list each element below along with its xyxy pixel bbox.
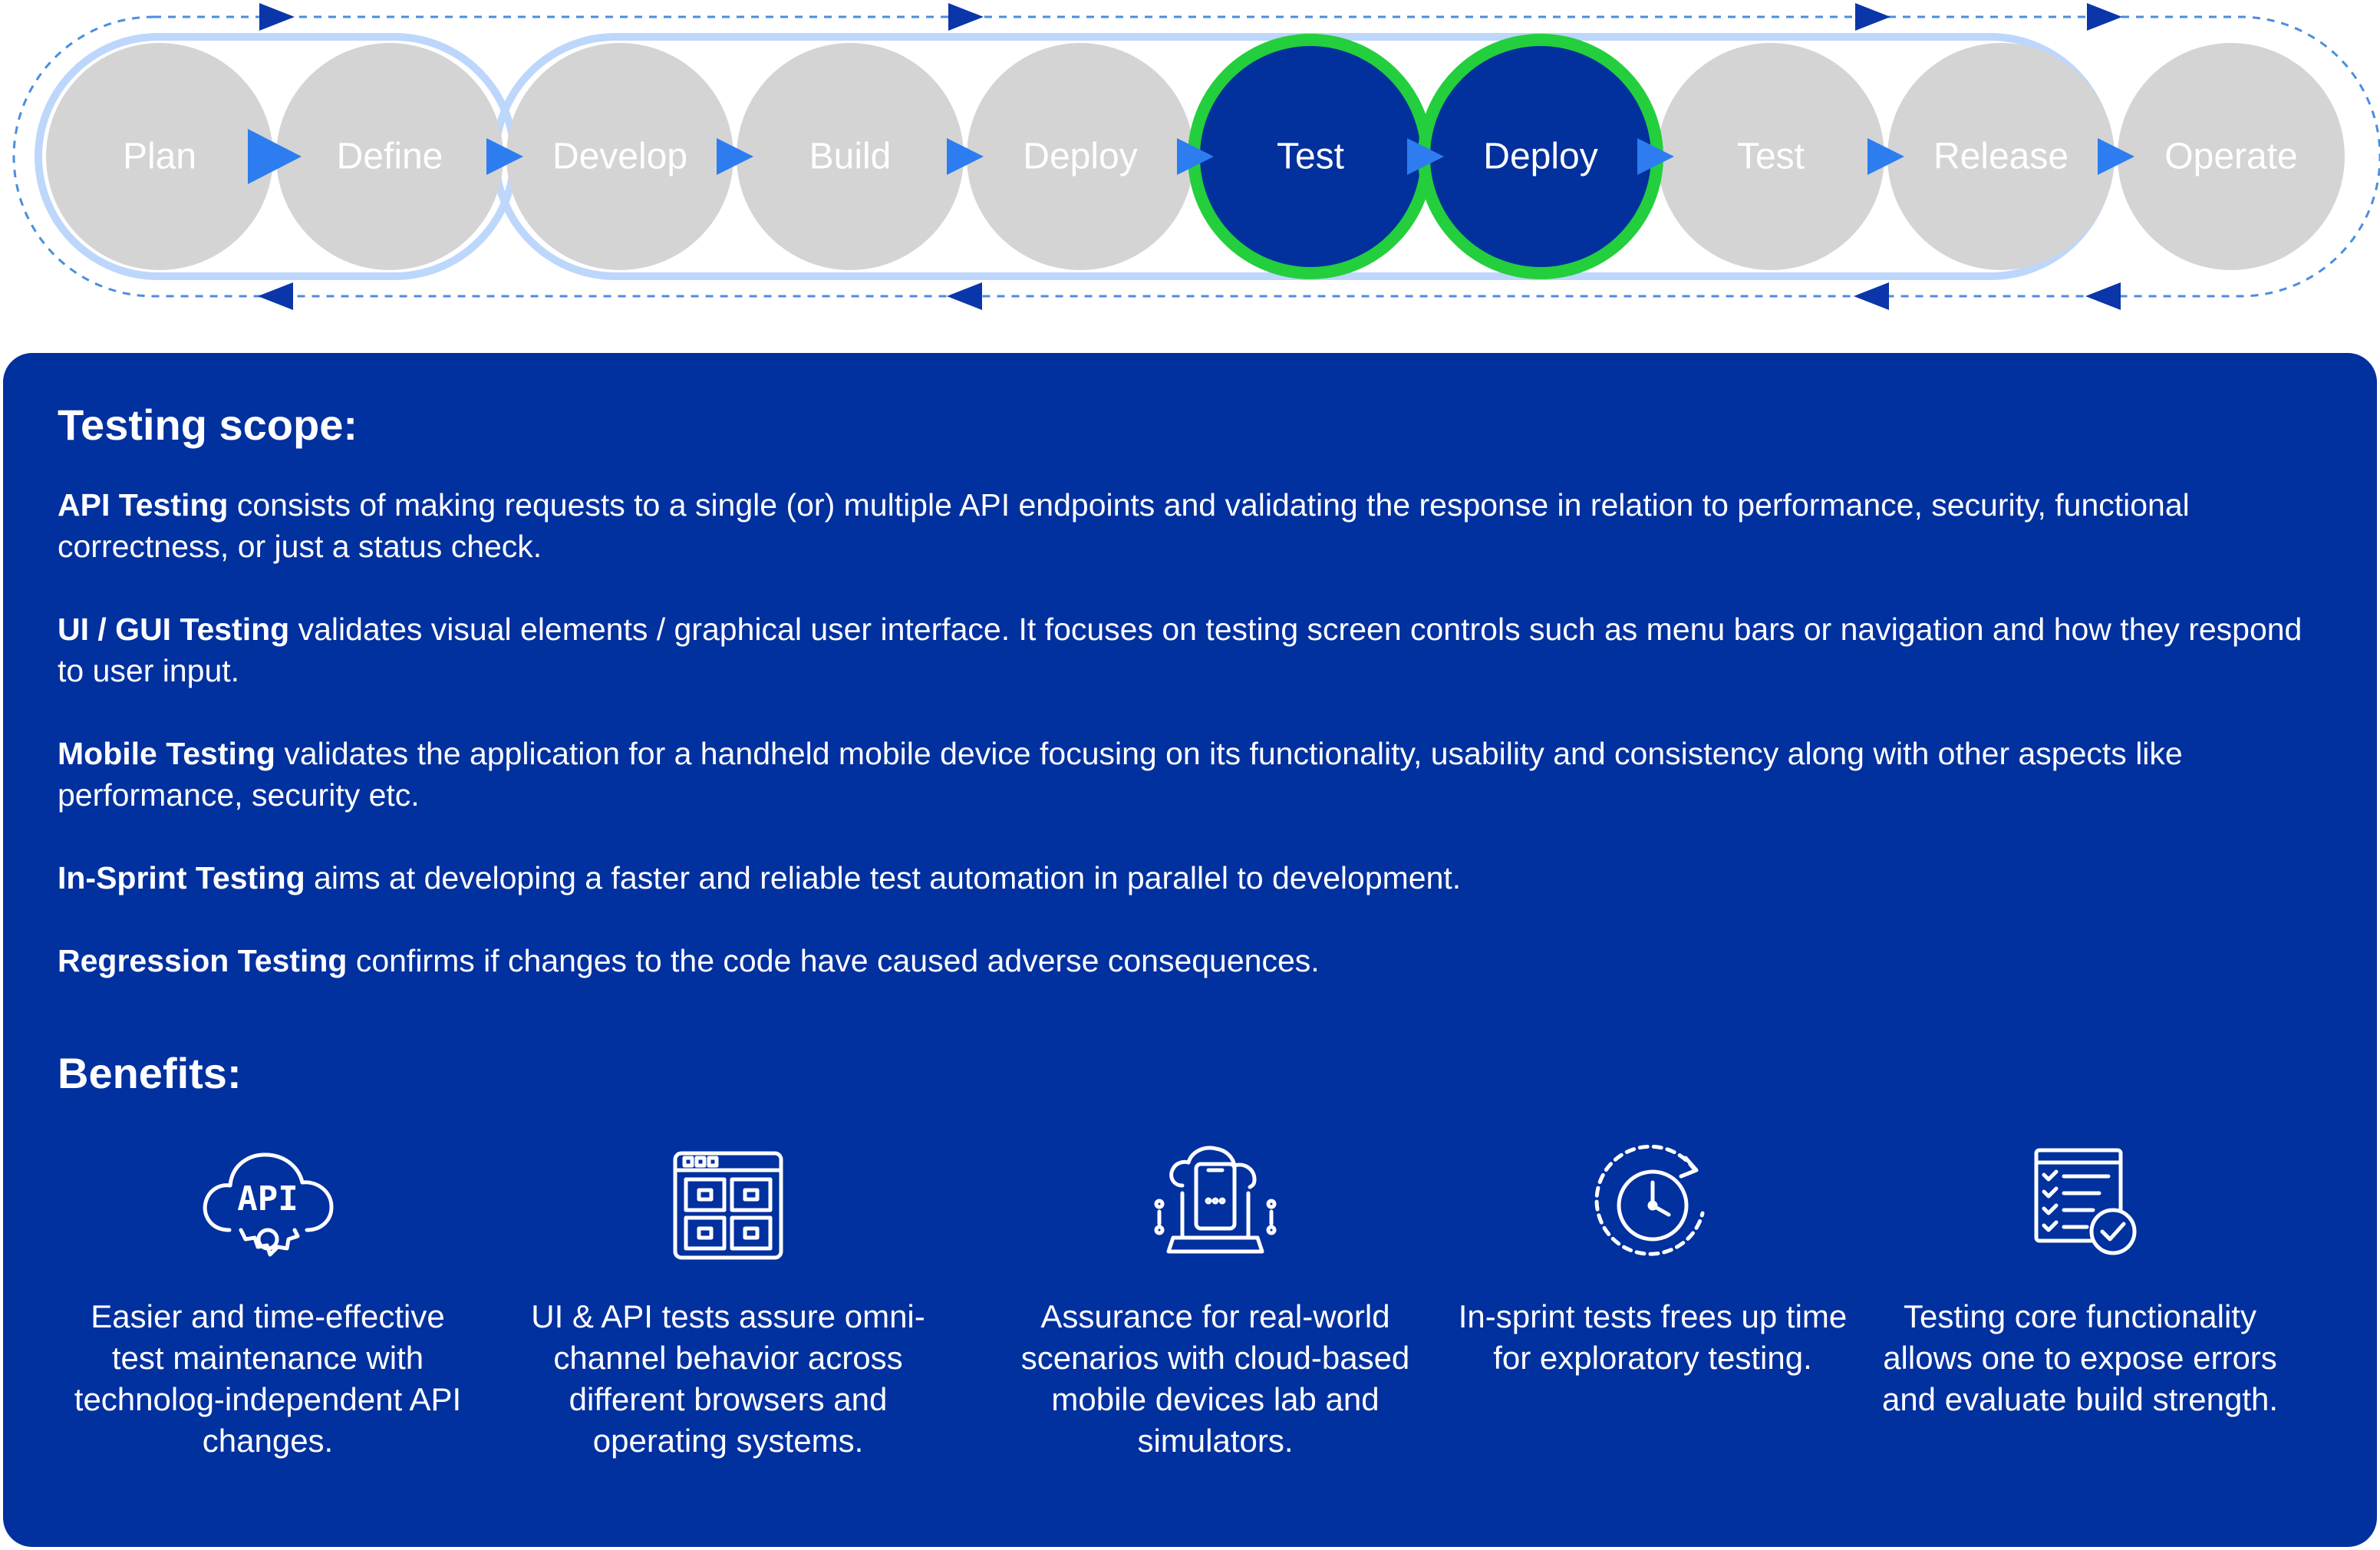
stage-test: Test [1188, 34, 1433, 279]
loop-arrow-right-icon [2087, 3, 2122, 31]
stage-label: Release [1933, 137, 2068, 177]
stage-circle [967, 43, 1194, 270]
scope-item-regression: Regression Testing confirms if changes t… [58, 940, 2306, 981]
api-icon-text: API [237, 1179, 298, 1219]
checklist-check-icon [2034, 1148, 2137, 1255]
testing-scope-heading: Testing scope: [58, 401, 358, 449]
stage-build: Build [737, 43, 964, 270]
stage-label: Deploy [1023, 137, 1137, 177]
benefit-exploratory-testing: In-sprint tests frees up time for explor… [1445, 1139, 1860, 1379]
stage-operate: Operate [2118, 43, 2345, 270]
flow-arrow-icon [947, 138, 984, 175]
scope-description: validates the application for a handheld… [58, 736, 2183, 813]
benefit-core-functionality: Testing core functionality allows one to… [1873, 1139, 2287, 1420]
loop-arrow-left-icon [2085, 282, 2121, 310]
loop-layer [12, 3, 2380, 310]
flow-arrow-icon [1637, 138, 1674, 175]
scope-term: Regression Testing [58, 943, 348, 978]
scope-item-mobile: Mobile Testing validates the application… [58, 733, 2306, 816]
stage-circle [46, 43, 273, 270]
stage-label: Develop [552, 137, 687, 177]
flow-arrow-icon [486, 138, 523, 175]
scope-description: validates visual elements / graphical us… [58, 612, 2303, 688]
flow-arrow-icon [717, 138, 753, 175]
benefit-text: In-sprint tests frees up time for explor… [1458, 1298, 1848, 1376]
stage-label: Build [809, 137, 892, 177]
stage-plan: Plan [46, 43, 273, 270]
stage-circle [1887, 43, 2115, 270]
stage-label: Deploy [1483, 137, 1597, 177]
scope-description: aims at developing a faster and reliable… [305, 860, 1462, 895]
stage-label: Test [1737, 137, 1805, 177]
scope-description: consists of making requests to a single … [58, 487, 2190, 564]
flow-arrow-icon [248, 129, 302, 184]
scope-term: Mobile Testing [58, 736, 275, 771]
benefit-text: Testing core functionality allows one to… [1881, 1298, 2279, 1417]
stage-circle [2118, 43, 2345, 270]
flow-arrow-icon [2098, 138, 2134, 175]
stage-circle [737, 43, 964, 270]
stage-deploy: Deploy [1418, 34, 1663, 279]
browser-window-grid-icon [673, 1151, 783, 1260]
scope-item-ui-gui: UI / GUI Testing validates visual elemen… [58, 608, 2306, 691]
loop-arrow-right-icon [948, 3, 984, 31]
stage-label: Plan [123, 137, 196, 177]
flow-arrow-icon [1407, 138, 1444, 175]
stage-release: Release [1887, 43, 2115, 270]
scope-term: UI / GUI Testing [58, 612, 290, 647]
api-cloud-gear-icon: API [203, 1153, 334, 1257]
scope-item-api: API Testing consists of making requests … [58, 484, 2306, 567]
stage-deploy: Deploy [967, 43, 1194, 270]
benefit-text: Easier and time-effective test maintenan… [74, 1298, 462, 1459]
pipeline-diagram: Plan Define Develop Build Deploy Test Release O… [12, 3, 2380, 310]
stage-label: Test [1277, 137, 1344, 177]
benefit-api-maintenance: API Easier and time-effective test maint… [61, 1139, 475, 1462]
benefit-real-world-scenarios: Assurance for real-world scenarios with … [1008, 1139, 1422, 1462]
stage-label: Define [337, 137, 443, 177]
stage-circle [1657, 43, 1884, 270]
stage-develop: Develop [506, 43, 733, 270]
cloud-mobile-device-icon [1154, 1146, 1277, 1254]
benefit-omni-channel: UI & API tests assure omni-channel behav… [521, 1139, 935, 1462]
stage-label: Operate [2164, 137, 2297, 177]
stage-layer: Plan Define Develop Build Deploy Test Release O… [46, 34, 2345, 279]
scope-item-in-sprint: In-Sprint Testing aims at developing a f… [58, 857, 2306, 899]
stage-test: Test [1657, 43, 1884, 270]
arrow-layer [248, 129, 2134, 184]
benefits-heading: Benefits: [58, 1049, 242, 1097]
scope-term: In-Sprint Testing [58, 860, 305, 895]
loop-arrow-right-icon [1855, 3, 1890, 31]
benefit-text: Assurance for real-world scenarios with … [1020, 1298, 1410, 1459]
stage-circle [506, 43, 733, 270]
info-panel: Testing scope: API Testing consists of m… [3, 353, 2377, 1547]
loop-arrow-right-icon [259, 3, 295, 31]
loop-arrow-left-icon [258, 282, 293, 310]
return-loop-path [12, 15, 2380, 298]
loop-arrow-left-icon [1854, 282, 1889, 310]
flow-arrow-icon [1177, 138, 1214, 175]
loop-arrow-left-icon [947, 282, 982, 310]
flow-arrow-icon [1867, 138, 1904, 175]
stage-define: Define [276, 43, 503, 270]
scope-description: confirms if changes to the code have cau… [347, 943, 1320, 978]
scope-term: API Testing [58, 487, 229, 523]
benefit-text: UI & API tests assure omni-channel behav… [531, 1298, 925, 1459]
stage-circle [276, 43, 503, 270]
clock-refresh-icon [1594, 1144, 1705, 1256]
